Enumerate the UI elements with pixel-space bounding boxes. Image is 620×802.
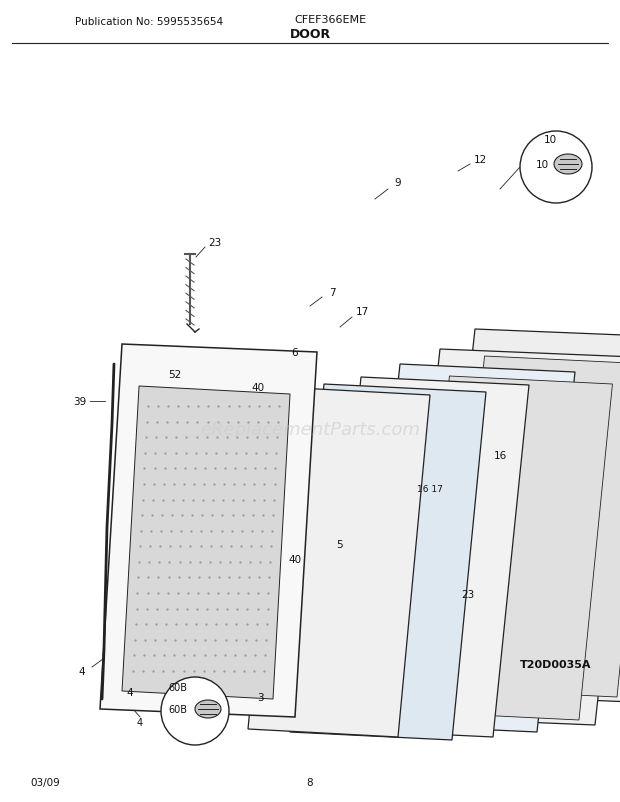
Text: 16: 16 [494, 451, 507, 460]
Polygon shape [416, 376, 613, 720]
Text: 10: 10 [536, 160, 549, 170]
Text: 4: 4 [126, 687, 133, 697]
Text: 60B: 60B [169, 704, 187, 714]
Polygon shape [290, 384, 486, 740]
Text: Publication No: 5995535654: Publication No: 5995535654 [75, 17, 223, 27]
Text: 03/09: 03/09 [30, 777, 60, 787]
Polygon shape [451, 357, 620, 697]
Text: 9: 9 [395, 178, 401, 188]
Text: 16 17: 16 17 [417, 485, 443, 494]
Text: 17: 17 [355, 306, 369, 317]
Text: 60B: 60B [169, 683, 187, 692]
Polygon shape [362, 365, 575, 732]
Text: T20D0035A: T20D0035A [520, 659, 591, 669]
Text: 40: 40 [252, 383, 265, 392]
Circle shape [161, 677, 229, 745]
Polygon shape [248, 387, 430, 737]
Polygon shape [100, 345, 317, 717]
Text: DOOR: DOOR [290, 28, 330, 42]
Polygon shape [435, 330, 620, 702]
Circle shape [520, 132, 592, 204]
Text: 6: 6 [291, 347, 298, 358]
Text: 10: 10 [544, 135, 557, 145]
Text: 5: 5 [337, 539, 343, 549]
Text: 23: 23 [461, 589, 475, 599]
Text: eReplacementParts.com: eReplacementParts.com [200, 420, 420, 439]
Ellipse shape [554, 155, 582, 175]
Text: 39: 39 [73, 396, 87, 407]
Ellipse shape [195, 700, 221, 718]
Text: 8: 8 [307, 777, 313, 787]
Text: 23: 23 [208, 237, 221, 248]
Text: 12: 12 [474, 155, 487, 164]
Text: 40: 40 [288, 554, 301, 565]
Text: CFEF366EME: CFEF366EME [294, 15, 366, 25]
Polygon shape [325, 378, 529, 737]
Polygon shape [122, 387, 290, 699]
Text: 4: 4 [137, 717, 143, 727]
Text: 4: 4 [79, 666, 86, 676]
Text: 7: 7 [329, 288, 335, 298]
Polygon shape [400, 350, 620, 725]
Text: 52: 52 [169, 370, 182, 379]
Text: 3: 3 [257, 692, 264, 702]
